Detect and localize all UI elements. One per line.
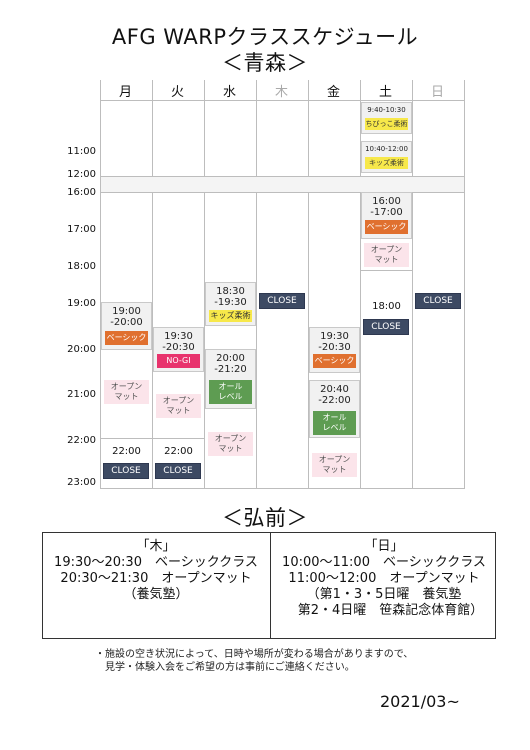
day-wed: 水: [222, 85, 236, 100]
hirosaki-thursday: 「木」 19:30〜20:30 ベーシッククラス 20:30〜21:30 オープ…: [54, 539, 258, 602]
class-time: 20:40: [320, 384, 349, 395]
class-block: 9:40-10:30 ちびっこ柔術: [361, 102, 412, 134]
time-label: 22:00: [67, 435, 96, 446]
subtitle-hirosaki: ＜弘前＞: [222, 506, 308, 530]
time-label: 11:00: [67, 146, 96, 157]
grid-line: [100, 100, 465, 101]
class-time: 20:00: [216, 353, 245, 364]
grid-line: [412, 80, 413, 489]
grid-line: [100, 176, 465, 177]
class-block: 10:40-12:00 キッズ柔術: [361, 141, 412, 173]
divider: [361, 270, 412, 271]
close-badge: CLOSE: [155, 463, 201, 479]
time-label: 20:00: [67, 344, 96, 355]
class-time: -20:30: [162, 342, 195, 353]
close-badge: CLOSE: [259, 293, 305, 309]
close-badge: CLOSE: [363, 319, 409, 335]
time-label: 23:00: [67, 477, 96, 488]
class-time: -22:00: [318, 395, 351, 406]
class-block: 20:40 -22:00 オール レベル: [309, 380, 360, 438]
time-label: 17:00: [67, 224, 96, 235]
grid-line: [100, 192, 465, 193]
day-sun: 日: [430, 85, 444, 100]
grid-line: [256, 80, 257, 489]
class-time: 10:40-12:00: [365, 145, 408, 153]
class-block: 18:30 -19:30 キッズ柔術: [205, 282, 256, 326]
class-time: 19:30: [164, 331, 193, 342]
grid-line: [360, 80, 361, 489]
class-label: オール レベル: [313, 411, 356, 435]
class-label: ベーシック: [105, 331, 148, 345]
time-label: 16:00: [67, 187, 96, 198]
class-time: 16:00: [372, 196, 401, 207]
class-time: -21:20: [214, 364, 247, 375]
notes: ・施設の空き状況によって、日時や場所が変わる場合がありますので、 見学・体験入会…: [95, 648, 413, 674]
class-time: 19:00: [112, 306, 141, 317]
class-time: -19:30: [214, 297, 247, 308]
divider: [101, 438, 152, 439]
page-title: AFG WARPクラススケジュール: [111, 25, 419, 49]
class-time: 18:30: [216, 286, 245, 297]
day-thu: 木: [274, 85, 288, 100]
class-time: 9:40-10:30: [367, 106, 406, 114]
class-label: オール レベル: [209, 380, 252, 404]
time-label: 19:00: [67, 298, 96, 309]
class-block: 19:30 -20:30 NO-GI: [153, 327, 204, 372]
day-mon: 月: [118, 85, 132, 100]
class-time: -20:30: [318, 342, 351, 353]
open-mat-label: オープン マット: [156, 394, 201, 418]
class-time: 22:00: [112, 446, 141, 457]
hirosaki-sunday: 「日」 10:00〜11:00 ベーシッククラス 11:00〜12:00 オープ…: [282, 539, 486, 618]
grid-line: [308, 80, 309, 489]
date-label: 2021/03~: [380, 692, 460, 711]
grid-line: [100, 80, 101, 489]
open-mat-label: オープン マット: [104, 380, 149, 404]
class-time: -20:00: [110, 317, 143, 328]
class-time: 19:30: [320, 331, 349, 342]
class-time: -17:00: [370, 207, 403, 218]
time-label: 18:00: [67, 261, 96, 272]
class-label: NO-GI: [157, 354, 200, 368]
grid-line: [464, 80, 465, 489]
grid-line: [100, 488, 465, 489]
class-label: ベーシック: [365, 220, 408, 234]
divider: [153, 438, 204, 439]
grid-break: [101, 177, 464, 192]
class-label: キッズ柔術: [365, 157, 408, 169]
class-label: ちびっこ柔術: [365, 118, 408, 130]
day-tue: 火: [170, 85, 184, 100]
open-mat-label: オープン マット: [312, 453, 357, 477]
close-badge: CLOSE: [415, 293, 461, 309]
open-mat-label: オープン マット: [364, 243, 409, 267]
note-line: 見学・体験入会をご希望の方は事前にご連絡ください。: [95, 662, 355, 673]
time-label: 21:00: [67, 389, 96, 400]
class-time: 18:00: [372, 301, 401, 312]
class-label: キッズ柔術: [209, 310, 252, 322]
subtitle-aomori: ＜青森＞: [222, 51, 308, 75]
class-time: 22:00: [164, 446, 193, 457]
note-line: ・施設の空き状況によって、日時や場所が変わる場合がありますので、: [95, 649, 414, 660]
day-sat: 土: [378, 85, 392, 100]
hirosaki-box: [42, 532, 496, 639]
close-badge: CLOSE: [103, 463, 149, 479]
class-block: 19:30 -20:30 ベーシック: [309, 327, 360, 373]
day-fri: 金: [326, 85, 340, 100]
grid-line: [204, 80, 205, 489]
class-block: 20:00 -21:20 オール レベル: [205, 349, 256, 409]
time-label: 12:00: [67, 169, 96, 180]
class-block: 16:00 -17:00 ベーシック: [361, 192, 412, 239]
hirosaki-divider: [270, 532, 271, 639]
grid-line: [152, 80, 153, 489]
class-block: 19:00 -20:00 ベーシック: [101, 302, 152, 350]
class-label: ベーシック: [313, 354, 356, 368]
open-mat-label: オープン マット: [208, 432, 253, 456]
